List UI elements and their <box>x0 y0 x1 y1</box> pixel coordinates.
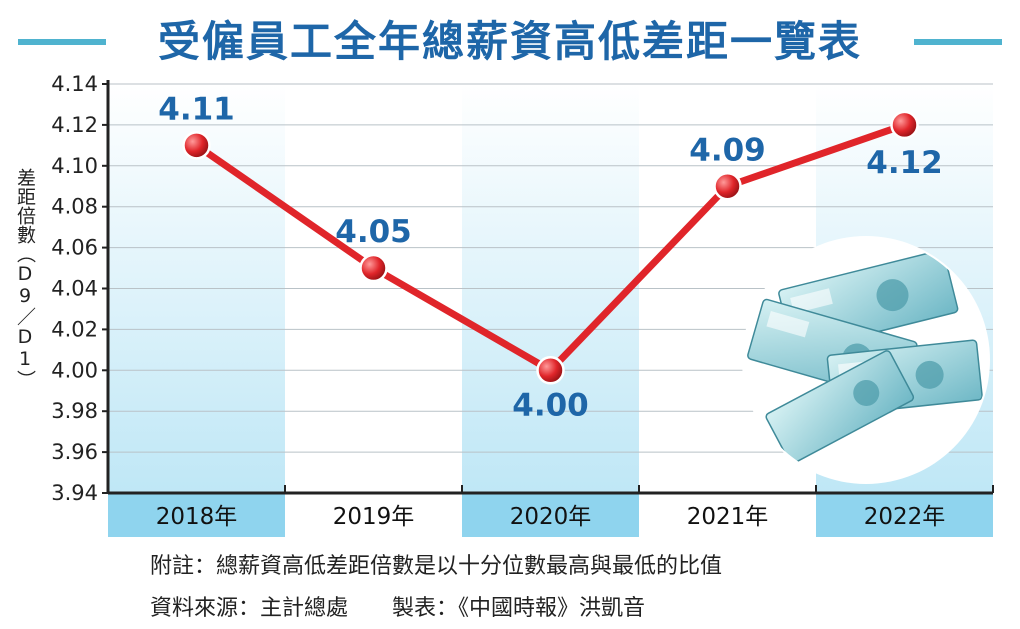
chart-title: 受僱員工全年總薪資高低差距一覽表 <box>143 7 876 69</box>
y-tick-label: 4.14 <box>51 72 98 96</box>
data-label: 4.09 <box>689 132 766 168</box>
title-bar: 受僱員工全年總薪資高低差距一覽表 <box>0 7 1020 69</box>
data-label: 4.00 <box>512 387 589 423</box>
data-point <box>713 172 742 201</box>
data-point <box>536 356 565 385</box>
y-tick-label: 4.02 <box>51 317 98 341</box>
y-tick-label: 4.12 <box>51 113 98 137</box>
source-line: 資料來源：主計總處 製表：《中國時報》洪凱音 <box>150 590 645 622</box>
title-rule-right <box>914 39 1002 45</box>
x-category-label: 2022年 <box>864 504 946 530</box>
category-band <box>816 493 993 537</box>
data-label: 4.05 <box>335 214 412 250</box>
axes <box>106 80 994 495</box>
y-tick-label: 4.00 <box>51 358 98 382</box>
data-labels: 4.11 4.05 4.00 4.09 4.12 <box>158 91 943 423</box>
series-markers <box>182 110 919 385</box>
y-tick-label: 3.94 <box>51 481 98 505</box>
y-tick-label: 4.10 <box>51 154 98 178</box>
category-band <box>462 493 639 537</box>
y-tick-label: 4.04 <box>51 277 98 301</box>
x-category-label: 2019年 <box>333 504 415 530</box>
y-axis-label: 差距倍數（D9／D1） <box>14 168 36 389</box>
data-point <box>359 253 388 283</box>
y-tick-label: 4.08 <box>51 195 98 219</box>
data-point <box>182 131 211 160</box>
credit-text: 製表：《中國時報》洪凱音 <box>392 596 646 621</box>
x-category-label: 2021年 <box>687 504 769 530</box>
source-text: 資料來源：主計總處 <box>150 596 349 621</box>
line-chart: 3.94 3.96 3.98 4.00 4.02 4.04 4.06 4.08 4.10 4.12… <box>51 72 994 537</box>
y-tick-label: 3.96 <box>51 440 98 464</box>
y-tick-label: 4.06 <box>51 236 98 260</box>
footnote: 附註：總薪資高低差距倍數是以十分位數最高與最低的比值 <box>150 554 723 579</box>
y-tick-labels: 3.94 3.96 3.98 4.00 4.02 4.04 4.06 4.08 4.10 4.12… <box>51 72 98 505</box>
data-point <box>890 110 919 140</box>
y-tick-label: 3.98 <box>51 399 98 423</box>
data-label: 4.12 <box>866 145 943 181</box>
category-labels: 2018年 2019年 2020年 2021年 2022年 <box>156 504 946 530</box>
data-label: 4.11 <box>158 91 235 127</box>
x-category-label: 2020年 <box>510 504 592 530</box>
x-category-label: 2018年 <box>156 504 238 530</box>
banknote-stack-photo <box>742 236 990 484</box>
category-band <box>108 493 285 537</box>
title-rule-left <box>18 39 106 45</box>
